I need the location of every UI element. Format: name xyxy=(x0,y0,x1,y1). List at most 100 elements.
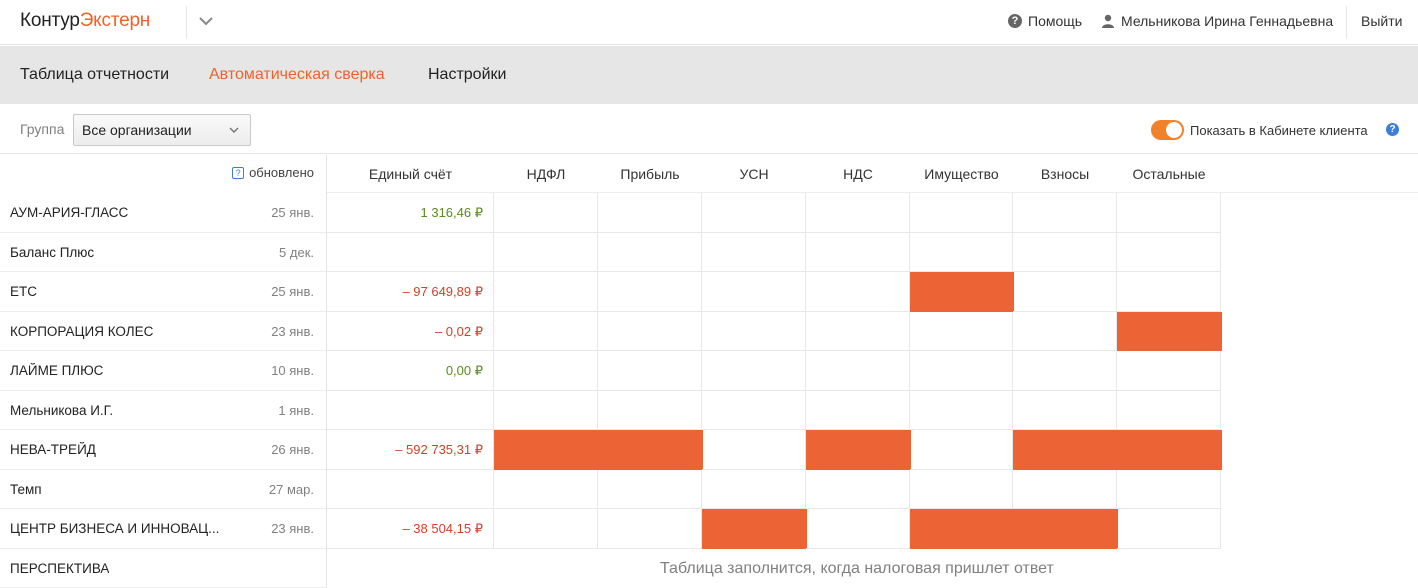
single-account-cell[interactable] xyxy=(327,233,494,273)
tax-cell[interactable] xyxy=(702,233,806,273)
single-account-cell[interactable]: – 592 735,31 ₽ xyxy=(327,430,494,470)
tax-cell[interactable] xyxy=(910,351,1013,391)
discrepancy-cell[interactable] xyxy=(1117,430,1222,470)
tax-cell[interactable] xyxy=(1117,391,1221,431)
single-account-cell[interactable] xyxy=(327,470,494,510)
tax-cell[interactable] xyxy=(910,312,1013,352)
column-header[interactable]: Взносы xyxy=(1013,166,1117,182)
single-account-cell[interactable]: – 0,02 ₽ xyxy=(327,312,494,352)
tax-cell[interactable] xyxy=(806,272,910,312)
organization-row[interactable]: ЦЕНТР БИЗНЕСА И ИННОВАЦ...23 янв. xyxy=(0,509,326,549)
tax-cell[interactable] xyxy=(1117,509,1221,549)
tax-cell[interactable] xyxy=(494,351,598,391)
tax-cell[interactable] xyxy=(1013,391,1117,431)
tax-cell[interactable] xyxy=(494,233,598,273)
column-header[interactable]: УСН xyxy=(702,166,806,182)
tax-cell[interactable] xyxy=(806,470,910,510)
column-header[interactable]: Остальные xyxy=(1117,166,1221,182)
help-icon[interactable]: ? xyxy=(1386,123,1399,136)
tax-cell[interactable] xyxy=(1117,193,1221,233)
tax-cell[interactable] xyxy=(1013,351,1117,391)
discrepancy-cell[interactable] xyxy=(494,430,599,470)
tax-cell[interactable] xyxy=(1013,470,1117,510)
discrepancy-cell[interactable] xyxy=(1117,312,1222,352)
tax-cell[interactable] xyxy=(598,391,702,431)
discrepancy-cell[interactable] xyxy=(702,509,807,549)
discrepancy-cell[interactable] xyxy=(598,430,703,470)
tax-cell[interactable] xyxy=(598,470,702,510)
tax-cell[interactable] xyxy=(494,391,598,431)
discrepancy-cell[interactable] xyxy=(806,430,911,470)
group-select[interactable]: Все организации xyxy=(73,114,251,146)
tax-cell[interactable] xyxy=(598,312,702,352)
tax-cell[interactable] xyxy=(1013,272,1117,312)
tax-cell[interactable] xyxy=(1013,233,1117,273)
single-account-cell[interactable]: – 38 504,15 ₽ xyxy=(327,509,494,549)
tax-cell[interactable] xyxy=(494,193,598,233)
logo[interactable]: КонтурЭкстерн xyxy=(20,10,150,32)
tax-cell[interactable] xyxy=(598,233,702,273)
tax-cell[interactable] xyxy=(1117,272,1221,312)
tax-cell[interactable] xyxy=(598,272,702,312)
tax-cell[interactable] xyxy=(1117,470,1221,510)
tax-cell[interactable] xyxy=(494,509,598,549)
tax-cell[interactable] xyxy=(494,272,598,312)
tax-cell[interactable] xyxy=(702,272,806,312)
tab-auto-reconciliation[interactable]: Автоматическая сверка xyxy=(209,66,385,84)
tax-cell[interactable] xyxy=(910,391,1013,431)
tax-cell[interactable] xyxy=(910,470,1013,510)
organization-row[interactable]: ПЕРСПЕКТИВА xyxy=(0,549,326,588)
tab-reporting-table[interactable]: Таблица отчетности xyxy=(20,66,169,84)
tax-cell[interactable] xyxy=(494,470,598,510)
question-icon[interactable]: ? xyxy=(232,167,244,179)
single-account-cell[interactable] xyxy=(327,391,494,431)
column-header[interactable]: НДФЛ xyxy=(494,166,598,182)
tax-cell[interactable] xyxy=(910,193,1013,233)
tax-cell[interactable] xyxy=(806,509,910,549)
tax-cell[interactable] xyxy=(1013,193,1117,233)
single-account-cell[interactable]: – 97 649,89 ₽ xyxy=(327,272,494,312)
tax-cell[interactable] xyxy=(806,312,910,352)
discrepancy-cell[interactable] xyxy=(910,509,1014,549)
tax-cell[interactable] xyxy=(910,233,1013,273)
tax-cell[interactable] xyxy=(1117,351,1221,391)
single-account-cell[interactable]: 0,00 ₽ xyxy=(327,351,494,391)
tax-cell[interactable] xyxy=(1117,233,1221,273)
tax-cell[interactable] xyxy=(806,351,910,391)
discrepancy-cell[interactable] xyxy=(1013,509,1118,549)
chevron-down-icon[interactable] xyxy=(197,12,215,30)
user-menu[interactable]: Мельникова Ирина Геннадьевна xyxy=(1101,13,1333,29)
tax-cell[interactable] xyxy=(702,391,806,431)
discrepancy-cell[interactable] xyxy=(1013,430,1118,470)
show-in-client-cabinet-toggle[interactable] xyxy=(1151,120,1184,140)
help-link[interactable]: ? Помощь xyxy=(1008,13,1082,29)
tax-cell[interactable] xyxy=(806,193,910,233)
tax-cell[interactable] xyxy=(806,233,910,273)
column-header[interactable]: Имущество xyxy=(910,166,1013,182)
tax-cell[interactable] xyxy=(598,509,702,549)
tax-cell[interactable] xyxy=(598,193,702,233)
tax-cell[interactable] xyxy=(702,351,806,391)
tax-cell[interactable] xyxy=(702,470,806,510)
tax-cell[interactable] xyxy=(910,430,1013,470)
tax-cell[interactable] xyxy=(598,351,702,391)
column-header[interactable]: НДС xyxy=(806,166,910,182)
tax-cell[interactable] xyxy=(702,430,806,470)
tax-cell[interactable] xyxy=(1013,312,1117,352)
column-header[interactable]: Прибыль xyxy=(598,166,702,182)
organization-row[interactable]: Мельникова И.Г.1 янв. xyxy=(0,391,326,431)
tab-settings[interactable]: Настройки xyxy=(428,66,506,84)
single-account-cell[interactable]: 1 316,46 ₽ xyxy=(327,193,494,233)
tax-cell[interactable] xyxy=(702,312,806,352)
discrepancy-cell[interactable] xyxy=(910,272,1014,312)
logout-button[interactable]: Выйти xyxy=(1361,13,1402,29)
tax-cell[interactable] xyxy=(806,391,910,431)
column-header[interactable]: Единый счёт xyxy=(327,166,494,182)
